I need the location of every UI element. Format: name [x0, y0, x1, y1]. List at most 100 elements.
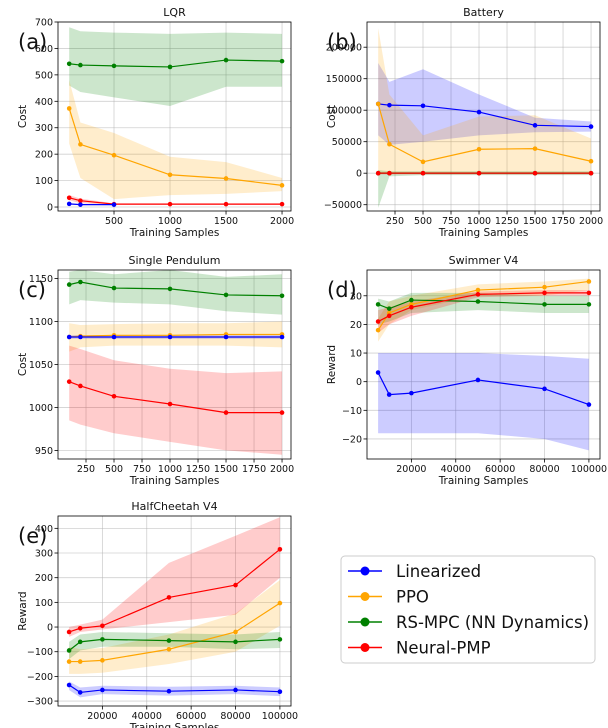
data-point: [409, 390, 414, 396]
y-tick-label: 400: [35, 97, 53, 108]
x-tick-label: 500: [105, 464, 123, 475]
data-point: [375, 370, 381, 375]
confidence-band: [378, 170, 592, 208]
data-point: [409, 297, 414, 303]
data-point: [100, 658, 105, 663]
data-point: [223, 334, 229, 340]
x-tick-label: 100000: [571, 464, 607, 475]
axes-frame: [57, 515, 292, 707]
data-point: [542, 302, 547, 307]
chart-b: 250 500 750 1000 1250 1500 1750 2000 −50000 0 5000…: [324, 6, 603, 239]
data-point: [223, 410, 229, 415]
data-point: [233, 687, 238, 693]
legend-box: [340, 555, 596, 664]
data-point: [586, 290, 592, 296]
data-point: [588, 170, 594, 176]
data-point: [475, 377, 481, 383]
y-tick-label: 1150: [29, 274, 53, 285]
data-point: [475, 292, 481, 297]
legend-label: Linearized: [396, 562, 481, 581]
data-point: [167, 64, 173, 70]
data-point: [66, 106, 72, 111]
x-tick-label: 2000: [270, 216, 294, 227]
data-point: [375, 319, 381, 324]
x-tick-label: 1250: [495, 216, 519, 227]
data-point: [420, 159, 426, 165]
axes-frame: [366, 21, 601, 212]
data-point: [375, 327, 381, 333]
y-tick-label: −20: [342, 434, 362, 445]
x-tick-label: 250: [77, 464, 95, 475]
y-tick-label: −200: [27, 672, 53, 683]
legend: Linearized PPO RS-MPC (NN Dynamics) Neural-…: [340, 555, 596, 664]
data-point: [78, 383, 83, 389]
axes-frame: [57, 21, 292, 212]
data-point: [111, 334, 117, 340]
x-tick-label: 750: [133, 464, 151, 475]
confidence-band: [69, 80, 283, 200]
data-point: [233, 639, 238, 645]
y-tick-label: 500: [35, 70, 53, 81]
y-tick-label: 50000: [332, 137, 362, 148]
chart-title: Single Pendulum: [129, 254, 221, 267]
y-tick-label: 1100: [29, 317, 53, 328]
data-point: [409, 304, 414, 310]
x-tick-label: 1750: [242, 464, 266, 475]
data-point: [166, 688, 172, 694]
x-tick-label: 1000: [158, 464, 182, 475]
y-tick-label: 1000: [29, 403, 53, 414]
panel-letter: (b): [327, 30, 357, 54]
y-tick-label: 150000: [326, 74, 362, 85]
data-point: [167, 172, 173, 178]
chart-title: Swimmer V4: [449, 254, 519, 267]
series-line: [68, 638, 280, 651]
y-tick-label: 100000: [326, 106, 362, 117]
y-tick-label: 400: [35, 524, 53, 535]
x-tick-label: 60000: [176, 711, 206, 722]
data-point: [100, 623, 105, 629]
confidence-band: [378, 278, 589, 342]
data-point: [375, 302, 381, 307]
plot-area: [367, 22, 600, 211]
legend-marker: [360, 566, 370, 576]
x-tick-label: 500: [414, 216, 432, 227]
y-tick-label: 300: [35, 123, 53, 134]
data-point: [78, 62, 83, 68]
x-axis-label: Training Samples: [129, 475, 220, 487]
series-line: [68, 108, 283, 186]
plot-area: [58, 22, 291, 211]
confidence-band: [69, 580, 280, 674]
x-axis-label: Training Samples: [129, 722, 220, 728]
y-axis-label: Reward: [326, 345, 338, 384]
data-point: [78, 334, 83, 340]
data-point: [476, 146, 482, 152]
data-point: [167, 201, 173, 207]
chart-title: Battery: [463, 6, 504, 19]
data-point: [111, 152, 117, 158]
data-point: [167, 401, 173, 407]
x-tick-label: 20000: [396, 464, 426, 475]
data-point: [387, 170, 392, 176]
data-point: [66, 61, 72, 67]
y-tick-label: 0: [47, 623, 53, 634]
y-tick-label: 0: [356, 377, 362, 388]
chart-title: HalfCheetah V4: [131, 500, 217, 513]
legend-marker: [360, 617, 370, 627]
data-point: [475, 299, 481, 304]
data-point: [66, 201, 72, 207]
data-point: [166, 595, 172, 600]
confidence-band: [378, 353, 589, 451]
y-axis-label: Cost: [326, 105, 338, 128]
x-tick-label: 2000: [579, 216, 603, 227]
x-tick-label: 1500: [214, 464, 238, 475]
data-point: [277, 600, 283, 606]
data-point: [66, 379, 72, 384]
data-point: [66, 682, 72, 688]
series-line: [377, 103, 592, 163]
confidence-band: [378, 28, 592, 174]
y-tick-label: 20: [350, 320, 362, 331]
data-point: [279, 334, 285, 340]
x-tick-label: 60000: [485, 464, 515, 475]
y-tick-label: −300: [27, 697, 53, 708]
